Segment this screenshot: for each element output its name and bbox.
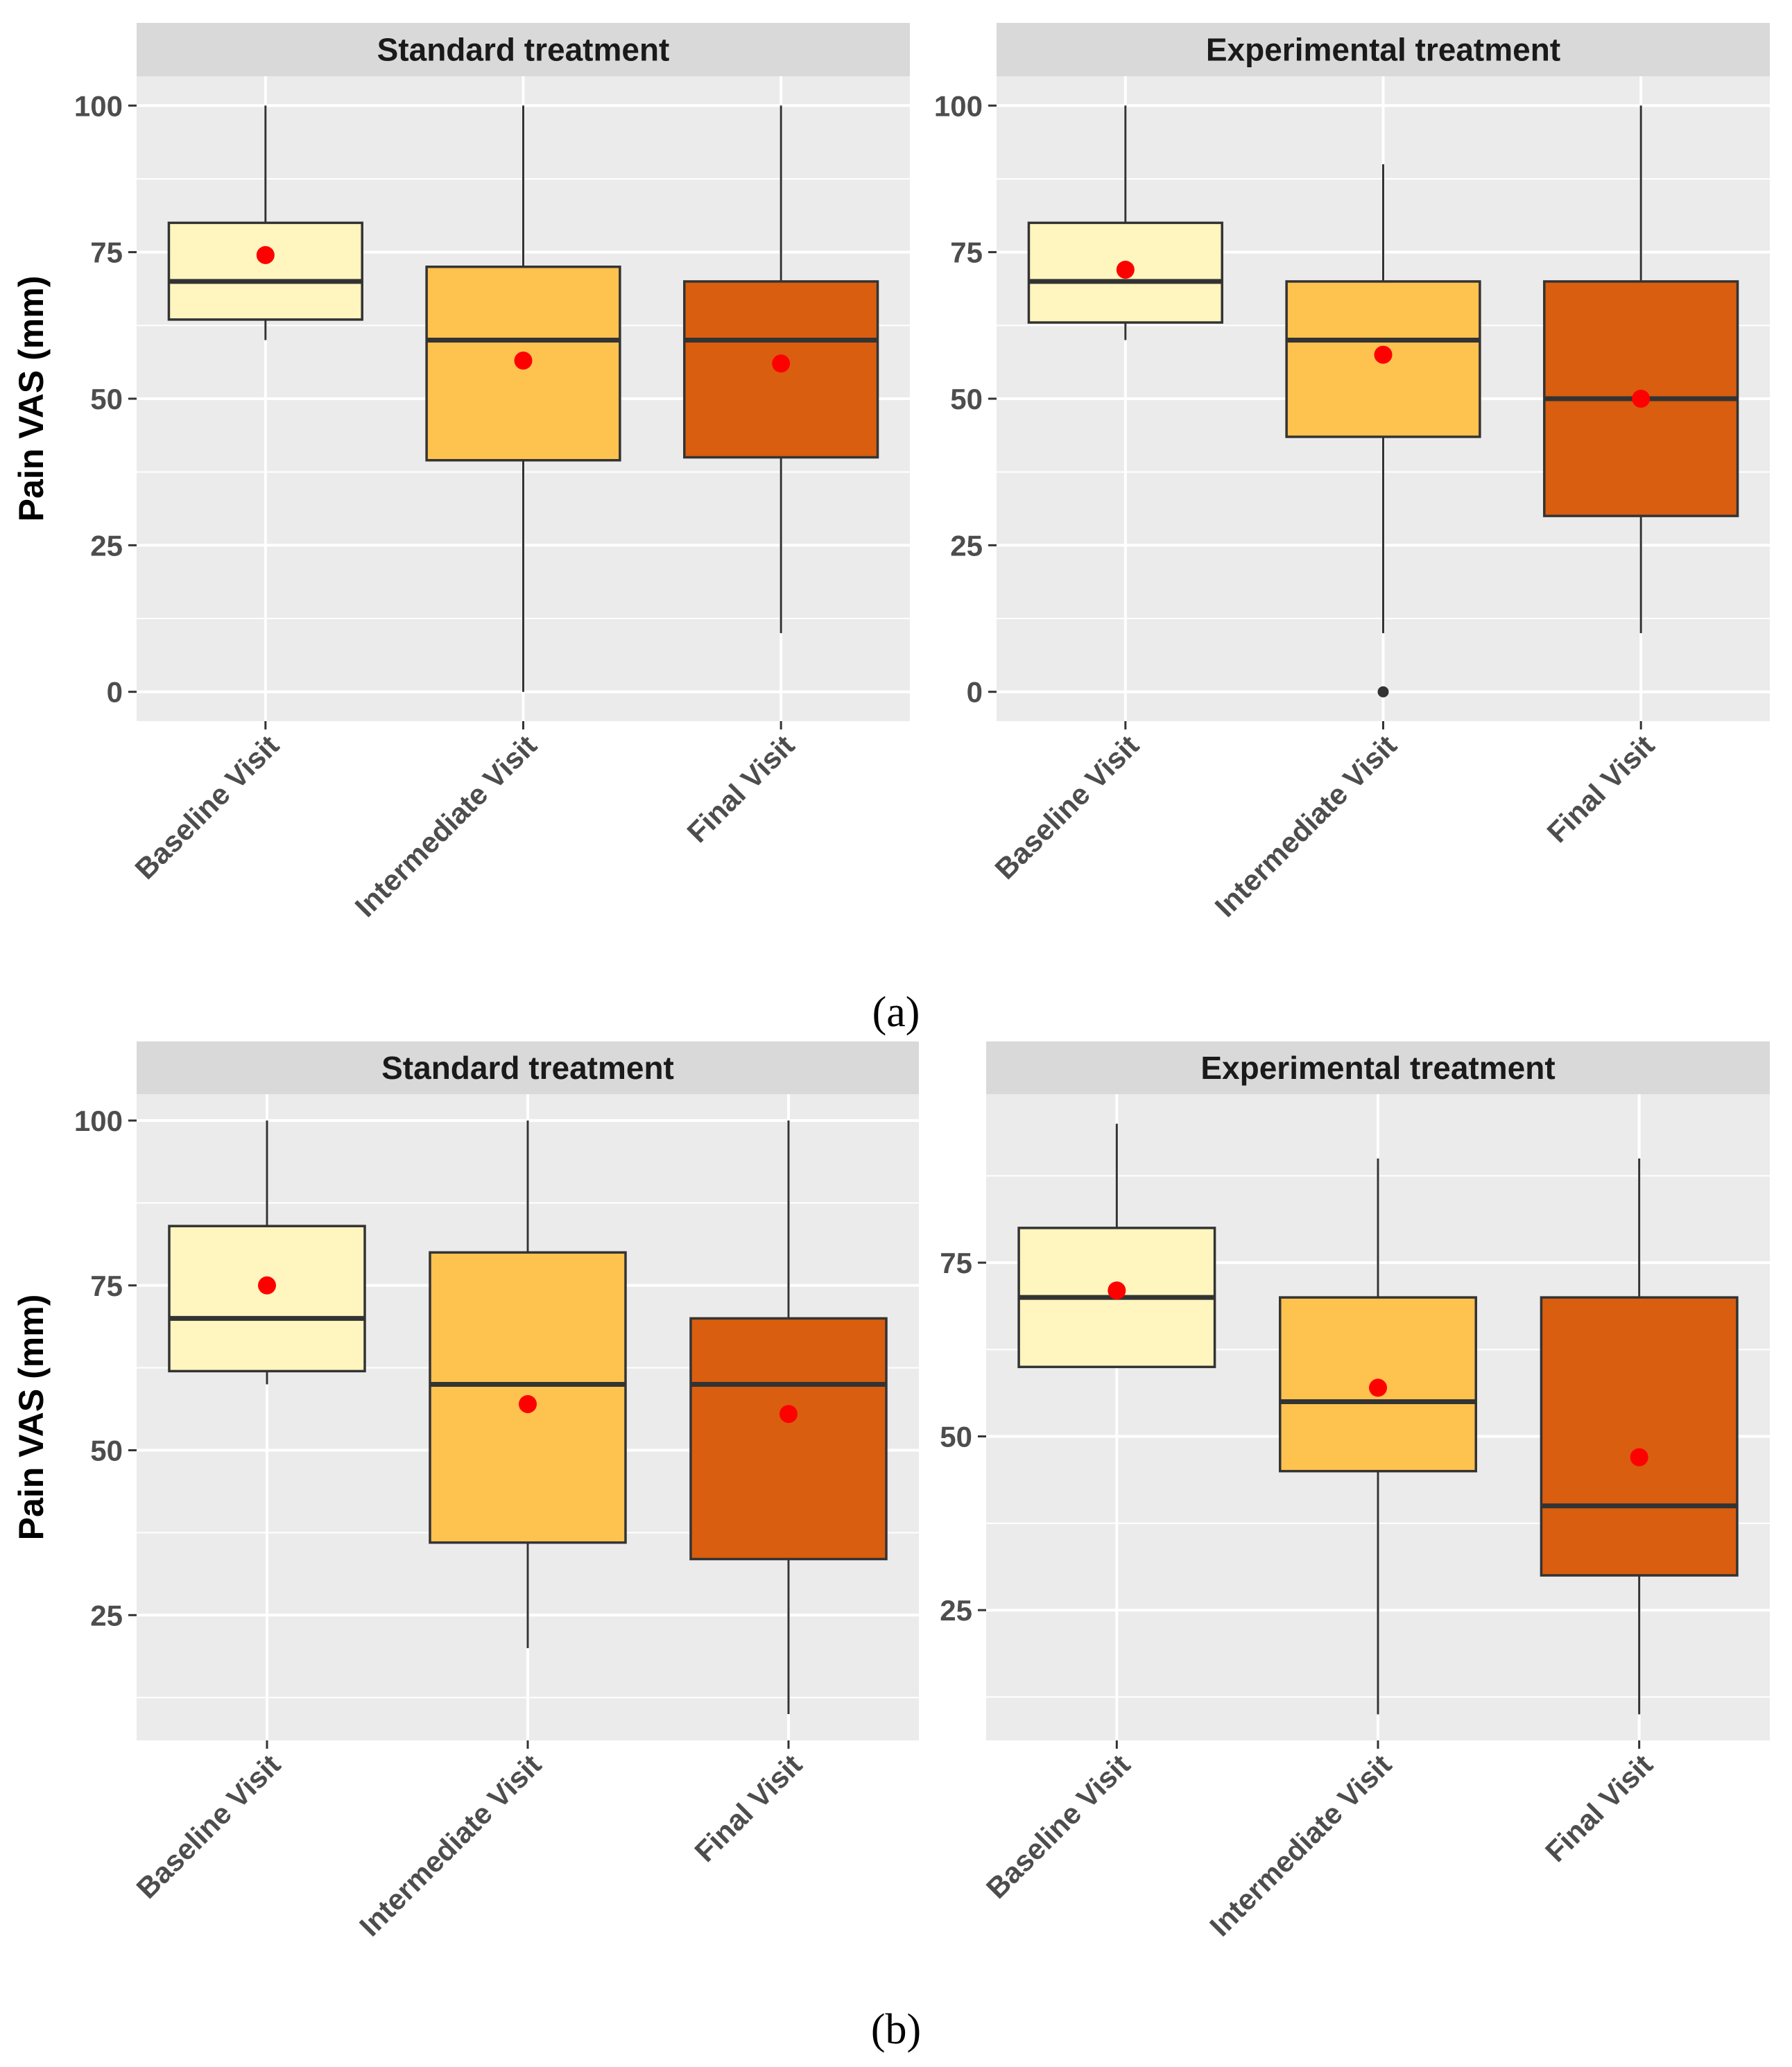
y-tick-label: 25 bbox=[90, 1599, 123, 1632]
x-tick-label: Intermediate Visit bbox=[349, 729, 543, 923]
panel-title: Experimental treatment bbox=[1206, 32, 1560, 68]
outlier-point bbox=[1377, 686, 1389, 698]
box-1 bbox=[1027, 105, 1223, 340]
x-tick-label: Final Visit bbox=[681, 729, 801, 849]
y-axis-label: Pain VAS (mm) bbox=[12, 1295, 51, 1541]
box-body bbox=[168, 1225, 366, 1373]
y-tick-label: 75 bbox=[90, 236, 123, 269]
box-2 bbox=[429, 1121, 627, 1648]
x-tick-label: Intermediate Visit bbox=[1209, 729, 1403, 923]
y-tick-label: 75 bbox=[950, 236, 983, 269]
y-tick-label: 25 bbox=[90, 529, 123, 562]
y-axis-label: Pain VAS (mm) bbox=[12, 276, 51, 522]
mean-point bbox=[1369, 1378, 1387, 1397]
x-tick-label: Intermediate Visit bbox=[1203, 1748, 1397, 1942]
mean-point bbox=[1632, 390, 1651, 408]
box-1 bbox=[1017, 1123, 1216, 1369]
box-body bbox=[1540, 1296, 1739, 1577]
box-2 bbox=[1285, 164, 1481, 698]
panel-2: Experimental treatment 0 25 50 75 100 Baseline… bbox=[934, 23, 1770, 923]
y-tick-label: 50 bbox=[940, 1421, 972, 1453]
y-tick-label: 75 bbox=[90, 1270, 123, 1302]
y-tick-label: 25 bbox=[940, 1594, 972, 1627]
panel-strip bbox=[997, 23, 1770, 76]
panel-strip bbox=[986, 1041, 1770, 1094]
y-tick-label: 100 bbox=[74, 89, 123, 122]
mean-point bbox=[1116, 261, 1135, 279]
box-2 bbox=[1279, 1158, 1477, 1715]
x-tick-label: Baseline Visit bbox=[980, 1748, 1137, 1905]
mean-point bbox=[772, 354, 791, 373]
mean-point bbox=[258, 1276, 276, 1295]
y-tick-label: 50 bbox=[950, 383, 983, 415]
x-tick-label: Final Visit bbox=[1539, 1748, 1659, 1868]
panel-title: Standard treatment bbox=[377, 32, 670, 68]
x-tick-label: Intermediate Visit bbox=[353, 1748, 547, 1942]
box-body bbox=[425, 266, 621, 462]
caption-b: (b) bbox=[871, 2006, 921, 2053]
box-2 bbox=[425, 105, 621, 692]
x-tick-label: Baseline Visit bbox=[128, 729, 285, 885]
y-tick-label: 50 bbox=[90, 383, 123, 415]
box-3 bbox=[689, 1121, 888, 1714]
y-tick-label: 0 bbox=[967, 676, 983, 709]
y-tick-label: 25 bbox=[950, 529, 983, 562]
panel-title: Standard treatment bbox=[381, 1050, 674, 1086]
mean-point bbox=[1630, 1448, 1648, 1467]
box-3 bbox=[1540, 1158, 1739, 1715]
panel-title: Experimental treatment bbox=[1200, 1050, 1555, 1086]
x-tick-label: Baseline Visit bbox=[130, 1748, 287, 1905]
mean-point bbox=[779, 1405, 798, 1424]
panel-4: Experimental treatment 25 50 75 Baseline Vis… bbox=[940, 1041, 1770, 1942]
box-1 bbox=[168, 1121, 366, 1385]
panel-strip bbox=[137, 23, 910, 76]
panel-strip bbox=[137, 1041, 919, 1094]
mean-point bbox=[519, 1394, 537, 1413]
box-1 bbox=[167, 105, 363, 340]
mean-point bbox=[256, 245, 275, 264]
panel-3: Standard treatment 25 50 75 100 Pain VAS (mm)… bbox=[12, 1041, 919, 1942]
panel-1: Standard treatment 0 25 50 75 100 Pain VAS (mm… bbox=[12, 23, 910, 923]
box-3 bbox=[683, 105, 879, 634]
x-tick-label: Final Visit bbox=[688, 1748, 808, 1868]
y-tick-label: 75 bbox=[940, 1247, 972, 1279]
y-tick-label: 100 bbox=[934, 89, 983, 122]
mean-point bbox=[514, 352, 533, 370]
y-tick-label: 0 bbox=[107, 676, 123, 709]
box-3 bbox=[1543, 105, 1739, 634]
y-tick-label: 50 bbox=[90, 1435, 123, 1467]
x-tick-label: Final Visit bbox=[1541, 729, 1661, 849]
caption-a: (a) bbox=[872, 989, 920, 1036]
box-body bbox=[167, 221, 363, 321]
box-body bbox=[689, 1317, 888, 1561]
mean-point bbox=[1108, 1281, 1126, 1300]
y-tick-label: 100 bbox=[74, 1105, 123, 1137]
mean-point bbox=[1374, 345, 1393, 364]
x-tick-label: Baseline Visit bbox=[988, 729, 1145, 885]
